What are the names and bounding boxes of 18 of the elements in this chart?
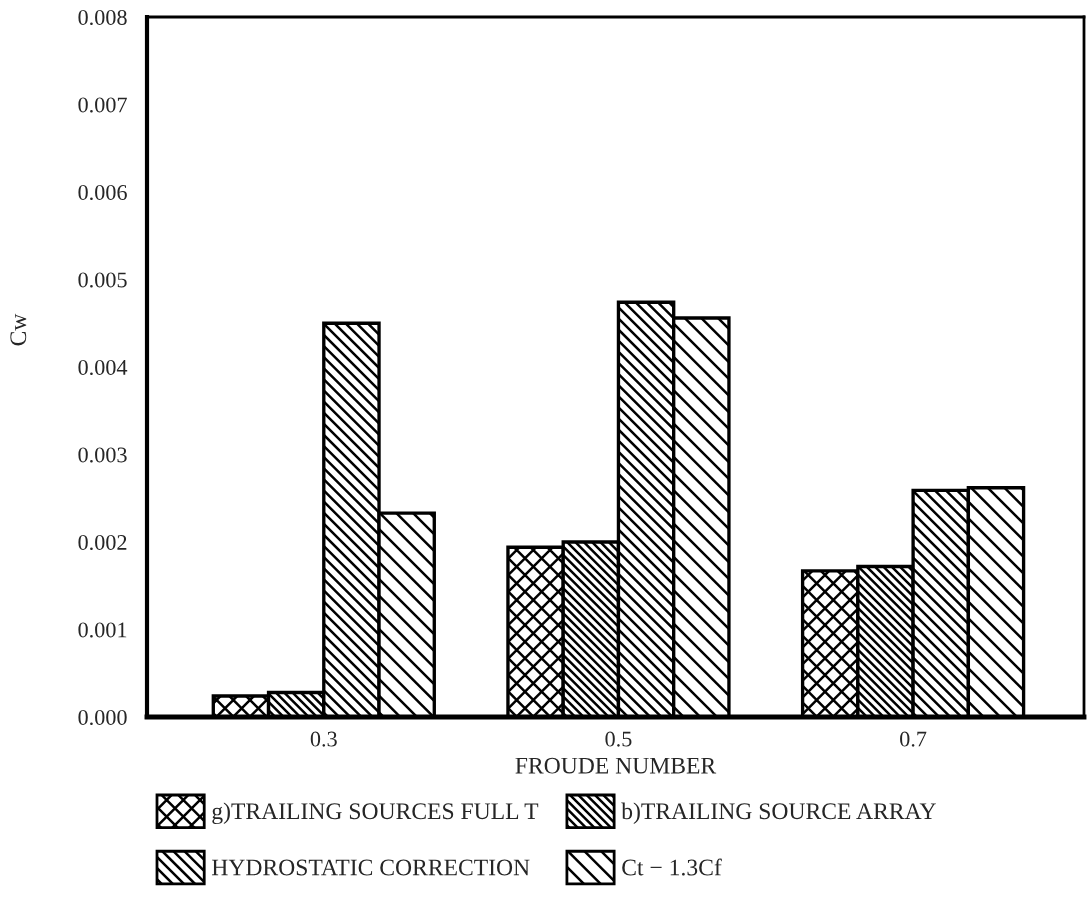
y-tick-label: 0.002 (78, 534, 127, 551)
y-tick-label: 0.008 (78, 9, 127, 26)
legend-label: Ct − 1.3Cf (622, 858, 722, 876)
y-tick-label: 0.006 (78, 184, 127, 201)
y-axis-title: Cw (10, 313, 27, 346)
legend-label: HYDROSTATIC CORRECTION (211, 859, 530, 876)
y-tick-label: 0.003 (78, 447, 127, 463)
legend-label: g)TRAILING SOURCES FULL T (212, 802, 539, 825)
x-tick-label: 0.3 (310, 731, 337, 747)
y-tick-label: 0.007 (78, 97, 127, 113)
y-tick-label: 0.001 (78, 622, 127, 638)
legend-label: b)TRAILING SOURCE ARRAY (621, 802, 936, 824)
x-axis-title: FROUDE NUMBER (515, 757, 717, 774)
y-tick-label: 0.005 (78, 272, 127, 288)
x-tick-label: 0.7 (900, 731, 927, 747)
y-tick-label: 0.004 (78, 359, 128, 376)
y-tick-label: 0.000 (78, 709, 127, 726)
x-tick-label: 0.5 (605, 731, 632, 747)
